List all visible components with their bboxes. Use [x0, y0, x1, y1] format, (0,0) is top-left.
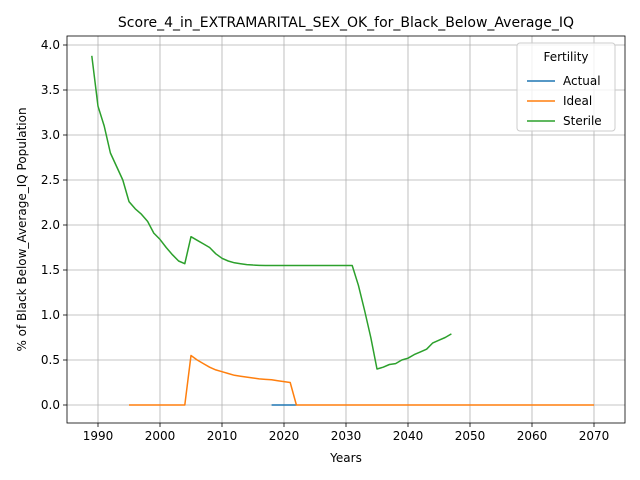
x-tick-label: 2040 — [393, 429, 424, 443]
series-layer — [91, 55, 594, 406]
y-tick-label: 0.5 — [41, 353, 60, 367]
y-tick-label: 2.0 — [41, 218, 60, 232]
series-line-sterile — [91, 55, 452, 370]
legend-label-sterile: Sterile — [563, 114, 602, 128]
y-tick-label: 1.5 — [41, 263, 60, 277]
chart-title: Score_4_in_EXTRAMARITAL_SEX_OK_for_Black… — [118, 15, 574, 31]
x-tick-label: 2030 — [331, 429, 362, 443]
x-tick-label: 1990 — [83, 429, 114, 443]
legend: Fertility Actual Ideal Sterile — [516, 42, 616, 132]
y-tick-label: 0.0 — [41, 398, 60, 412]
x-tick-label: 2010 — [207, 429, 238, 443]
legend-box — [516, 42, 616, 132]
series-line-ideal — [129, 354, 594, 406]
y-tick-label: 3.5 — [41, 83, 60, 97]
y-tick-label: 3.0 — [41, 128, 60, 142]
y-tick-label: 1.0 — [41, 308, 60, 322]
x-tick-label: 2070 — [579, 429, 610, 443]
y-tick-label: 2.5 — [41, 173, 60, 187]
y-axis-label: % of Black Below_Average_IQ Population — [15, 107, 29, 351]
axis-ticks: 1990 2000 2010 2020 2030 2040 2050 2060 2070 0.0 0… — [41, 38, 609, 443]
x-axis-label: Years — [329, 451, 362, 465]
x-tick-label: 2020 — [269, 429, 300, 443]
legend-label-ideal: Ideal — [563, 94, 592, 108]
y-tick-label: 4.0 — [41, 38, 60, 52]
legend-label-actual: Actual — [563, 74, 601, 88]
legend-title: Fertility — [543, 50, 588, 64]
x-tick-label: 2050 — [455, 429, 486, 443]
x-tick-label: 2000 — [145, 429, 176, 443]
x-tick-label: 2060 — [517, 429, 548, 443]
